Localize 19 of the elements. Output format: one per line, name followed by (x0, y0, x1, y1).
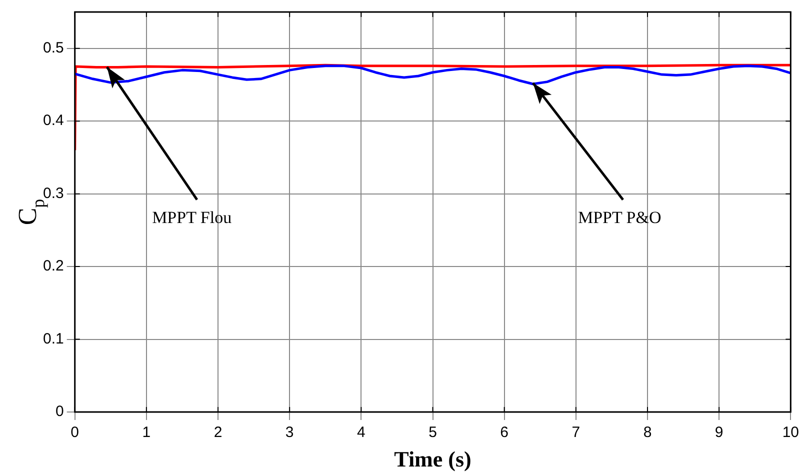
y-tick-label: 0.4 (42, 112, 64, 130)
y-tick-label: 0.1 (42, 330, 64, 348)
x-tick-label: 0 (70, 424, 80, 442)
x-tick-label: 9 (714, 424, 724, 442)
annotation: MPPT P&O (578, 208, 662, 228)
x-axis-title: Time (s) (394, 446, 472, 472)
x-tick-label: 2 (214, 424, 222, 442)
y-tick-label: 0 (56, 403, 64, 420)
x-tick-label: 7 (572, 424, 580, 442)
x-tick-label: 6 (500, 424, 509, 442)
y-tick-label: 0.2 (42, 258, 64, 275)
x-tick-label: 5 (428, 424, 437, 442)
x-tick-label: 8 (643, 424, 652, 442)
y-tick-label: 0.5 (42, 40, 64, 57)
x-tick-label: 4 (357, 424, 366, 442)
x-tick-label: 1 (142, 424, 151, 442)
annotation: MPPT Flou (152, 208, 232, 228)
x-tick-label: 10 (782, 424, 799, 442)
x-tick-label: 3 (285, 424, 294, 442)
